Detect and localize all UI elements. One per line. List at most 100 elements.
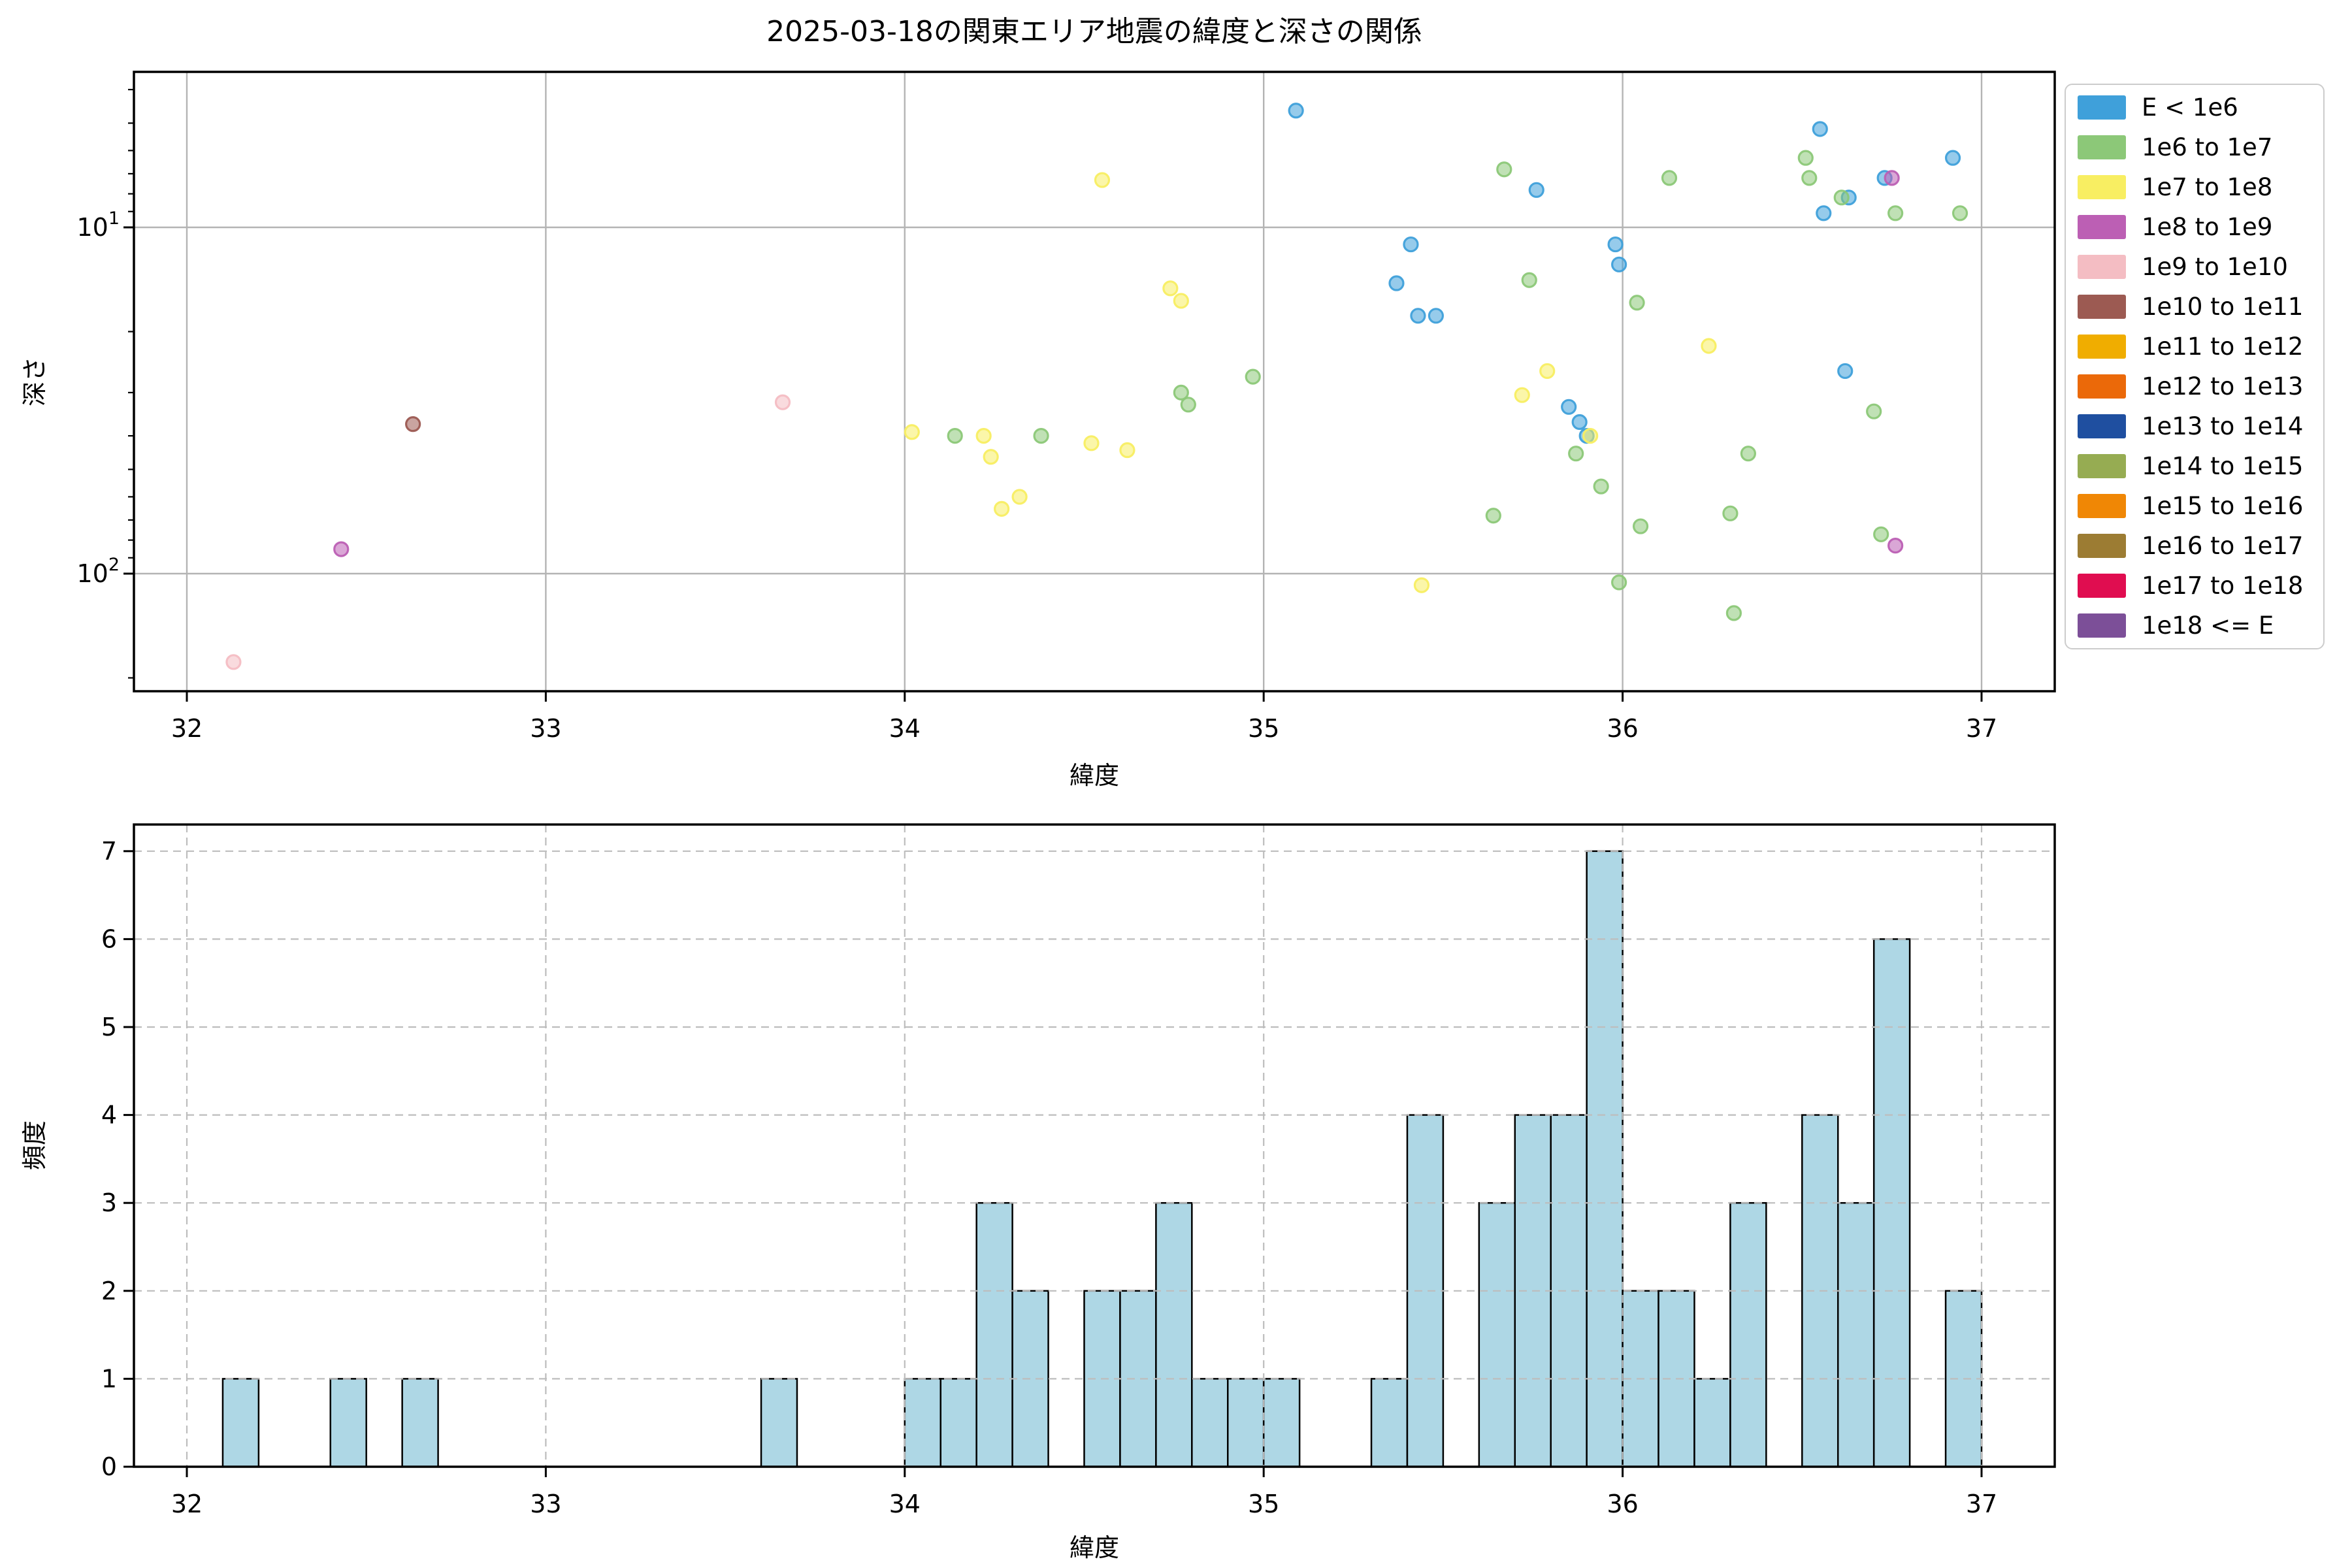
legend-swatch: [2078, 574, 2126, 598]
scatter-point: [1561, 399, 1577, 415]
scatter-x-tick-label: 32: [171, 714, 203, 743]
legend-label: 1e16 to 1e17: [2142, 532, 2304, 560]
legend-item: 1e14 to 1e15: [2078, 452, 2310, 480]
scatter-point: [1173, 384, 1189, 400]
legend-item: 1e16 to 1e17: [2078, 532, 2310, 560]
legend-swatch: [2078, 534, 2126, 558]
legend-label: 1e15 to 1e16: [2142, 492, 2304, 520]
scatter-x-tick-label: 36: [1607, 714, 1638, 743]
scatter-point: [1944, 150, 1961, 166]
legend-label: 1e8 to 1e9: [2142, 213, 2273, 241]
hist-x-tick-label: 37: [1966, 1490, 1997, 1518]
hist-bar: [1693, 1378, 1731, 1468]
hist-bar: [975, 1201, 1013, 1468]
scatter-point: [1873, 526, 1889, 542]
hist-x-tick-label: 32: [171, 1490, 203, 1518]
scatter-point: [225, 654, 242, 670]
hist-yaxis-label: 頻度: [20, 1120, 49, 1170]
legend-label: 1e9 to 1e10: [2142, 253, 2288, 281]
scatter-point: [1568, 446, 1584, 462]
legend-label: 1e7 to 1e8: [2142, 173, 2273, 201]
legend-swatch: [2078, 215, 2126, 239]
legend-swatch: [2078, 335, 2126, 359]
scatter-point: [1722, 505, 1739, 521]
scatter-point: [1245, 368, 1261, 385]
scatter-point: [1514, 387, 1530, 403]
hist-bar: [1262, 1378, 1301, 1468]
scatter-point: [1816, 205, 1832, 221]
hist-bar: [1406, 1114, 1445, 1468]
scatter-point: [904, 424, 920, 440]
legend-label: 1e18 <= E: [2142, 612, 2274, 640]
legend-item: 1e9 to 1e10: [2078, 253, 2310, 281]
hist-bar: [1729, 1201, 1767, 1468]
scatter-point: [1094, 172, 1111, 188]
legend-swatch: [2078, 494, 2126, 518]
hist-bar: [1155, 1201, 1193, 1468]
scatter-point: [333, 541, 350, 557]
scatter-point: [994, 500, 1010, 517]
scatter-x-tick-label: 35: [1248, 714, 1279, 743]
scatter-point: [1611, 574, 1627, 591]
scatter-point: [983, 449, 999, 465]
legend-swatch: [2078, 255, 2126, 279]
scatter-yaxis-label: 深さ: [20, 357, 49, 406]
scatter-axes-box: [133, 71, 2056, 693]
legend-swatch: [2078, 454, 2126, 478]
hist-axes-box: [133, 823, 2056, 1468]
scatter-point: [1582, 427, 1599, 444]
scatter-point: [1629, 295, 1645, 311]
hist-y-tick-label: 0: [101, 1452, 117, 1481]
legend-swatch: [2078, 95, 2126, 120]
hist-x-tick-label: 33: [530, 1490, 561, 1518]
legend-item: 1e6 to 1e7: [2078, 133, 2310, 161]
hist-y-tick-label: 1: [101, 1364, 117, 1393]
scatter-point: [1812, 121, 1828, 137]
scatter-point: [1413, 577, 1430, 593]
hist-y-tick-label: 5: [101, 1013, 117, 1041]
scatter-x-tick-label: 33: [530, 714, 561, 743]
legend-swatch: [2078, 374, 2126, 399]
scatter-point: [1661, 170, 1678, 186]
legend-item: 1e10 to 1e11: [2078, 293, 2310, 321]
hist-bar: [904, 1378, 941, 1468]
scatter-point: [1485, 508, 1501, 524]
legend-item: 1e12 to 1e13: [2078, 372, 2310, 400]
legend-swatch: [2078, 135, 2126, 159]
legend-item: 1e17 to 1e18: [2078, 572, 2310, 600]
scatter-point: [1611, 256, 1627, 272]
scatter-point: [1539, 363, 1556, 380]
legend-item: 1e13 to 1e14: [2078, 412, 2310, 440]
hist-xaxis-label: 緯度: [1070, 1533, 1119, 1562]
scatter-point: [774, 394, 791, 410]
scatter-point: [1162, 280, 1179, 297]
scatter-point: [1388, 275, 1405, 291]
scatter-point: [1410, 308, 1426, 324]
hist-bar: [221, 1378, 260, 1468]
hist-bar: [1478, 1201, 1516, 1468]
scatter-x-tick-label: 37: [1966, 714, 1997, 743]
legend-swatch: [2078, 613, 2126, 638]
hist-bar: [1227, 1378, 1265, 1468]
scatter-point: [1288, 103, 1304, 119]
scatter-point: [1884, 170, 1900, 186]
scatter-point: [1837, 363, 1854, 380]
scatter-y-tick-label: 102: [76, 555, 120, 588]
hist-bar: [1119, 1290, 1157, 1468]
scatter-x-tick-label: 34: [889, 714, 921, 743]
scatter-point: [975, 427, 992, 444]
hist-bar: [1586, 850, 1624, 1468]
legend-item: 1e18 <= E: [2078, 612, 2310, 640]
scatter-plot: 32 33 34 35 36 37 101 102: [76, 71, 2056, 743]
scatter-point: [1797, 150, 1814, 166]
legend-item: 1e7 to 1e8: [2078, 173, 2310, 201]
scatter-point: [1173, 293, 1189, 309]
scatter-point: [1887, 205, 1904, 221]
scatter-point: [947, 427, 963, 444]
hist-bar: [329, 1378, 367, 1468]
hist-x-tick-label: 36: [1607, 1490, 1638, 1518]
scatter-point: [1033, 427, 1049, 444]
